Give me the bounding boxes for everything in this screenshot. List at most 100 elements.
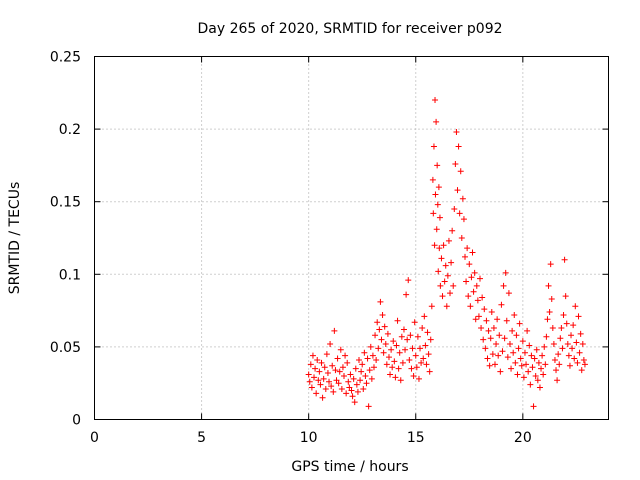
- data-point: [305, 371, 312, 378]
- data-point: [468, 274, 475, 281]
- data-point: [559, 345, 566, 352]
- x-tick-label: 20: [514, 430, 532, 446]
- data-point: [440, 242, 447, 249]
- data-point: [558, 325, 565, 332]
- data-point: [486, 362, 493, 369]
- data-point: [359, 361, 366, 368]
- data-point: [427, 336, 434, 343]
- data-point: [479, 294, 486, 301]
- data-point: [525, 368, 532, 375]
- data-point: [574, 359, 581, 366]
- data-point: [467, 303, 474, 310]
- data-point: [360, 386, 367, 393]
- data-point: [453, 129, 460, 136]
- data-point: [540, 371, 547, 378]
- data-point: [460, 216, 467, 223]
- data-point: [518, 362, 525, 369]
- data-point: [405, 277, 412, 284]
- data-point: [388, 346, 395, 353]
- data-point: [368, 375, 375, 382]
- y-axis-label: SRMTID / TECUs: [7, 182, 23, 295]
- data-point: [580, 356, 587, 363]
- data-point: [350, 375, 357, 382]
- data-point: [376, 326, 383, 333]
- data-point: [330, 388, 337, 395]
- data-point: [445, 237, 452, 244]
- data-point: [457, 168, 464, 175]
- data-point: [335, 380, 342, 387]
- data-point: [351, 399, 358, 406]
- data-point: [489, 351, 496, 358]
- data-point: [570, 322, 577, 329]
- data-point: [564, 340, 571, 347]
- data-point: [343, 390, 350, 397]
- data-point: [337, 346, 344, 353]
- data-point: [382, 340, 389, 347]
- data-point: [541, 343, 548, 350]
- data-point: [474, 297, 481, 304]
- data-point: [331, 327, 338, 334]
- data-point: [391, 358, 398, 365]
- data-point: [456, 210, 463, 217]
- data-point: [394, 317, 401, 324]
- x-axis-label: GPS time / hours: [291, 459, 408, 475]
- data-point: [369, 352, 376, 359]
- data-point: [532, 372, 539, 379]
- data-point: [539, 352, 546, 359]
- data-point: [449, 227, 456, 234]
- data-point: [358, 368, 365, 375]
- data-point: [544, 316, 551, 323]
- data-point: [534, 377, 541, 384]
- data-point: [436, 214, 443, 221]
- data-point: [307, 361, 314, 368]
- data-point: [463, 278, 470, 285]
- data-point: [535, 359, 542, 366]
- data-point: [413, 364, 420, 371]
- data-point: [321, 364, 328, 371]
- data-point: [566, 362, 573, 369]
- data-point: [406, 356, 413, 363]
- y-tick-label: 0: [72, 413, 81, 429]
- data-point: [338, 386, 345, 393]
- data-point: [434, 162, 441, 169]
- data-point: [524, 327, 531, 334]
- data-point: [465, 293, 472, 300]
- data-point: [424, 329, 431, 336]
- data-point: [308, 384, 315, 391]
- data-point: [423, 361, 430, 368]
- data-point: [396, 349, 403, 356]
- y-tick-label: 0.25: [50, 50, 81, 66]
- data-point: [444, 272, 451, 279]
- data-point: [328, 383, 335, 390]
- data-point: [367, 343, 374, 350]
- grid: [94, 56, 609, 420]
- data-point: [475, 313, 482, 320]
- data-point: [437, 282, 444, 289]
- data-point: [362, 372, 369, 379]
- data-point: [527, 381, 534, 388]
- data-point: [466, 261, 473, 268]
- data-point: [323, 351, 330, 358]
- data-point: [488, 309, 495, 316]
- data-point: [384, 330, 391, 337]
- data-point: [543, 333, 550, 340]
- data-point: [428, 303, 435, 310]
- data-point: [497, 368, 504, 375]
- data-point: [373, 356, 380, 363]
- data-point: [569, 345, 576, 352]
- data-point: [480, 336, 487, 343]
- data-point: [348, 387, 355, 394]
- y-tick-label: 0.1: [59, 267, 81, 283]
- data-point: [395, 365, 402, 372]
- x-tick-label: 0: [90, 430, 99, 446]
- data-point: [380, 349, 387, 356]
- data-point: [560, 311, 567, 318]
- data-point: [536, 384, 543, 391]
- data-point: [370, 364, 377, 371]
- data-point: [512, 359, 519, 366]
- data-point: [381, 323, 388, 330]
- data-point: [432, 191, 439, 198]
- data-point: [572, 303, 579, 310]
- data-point: [455, 143, 462, 150]
